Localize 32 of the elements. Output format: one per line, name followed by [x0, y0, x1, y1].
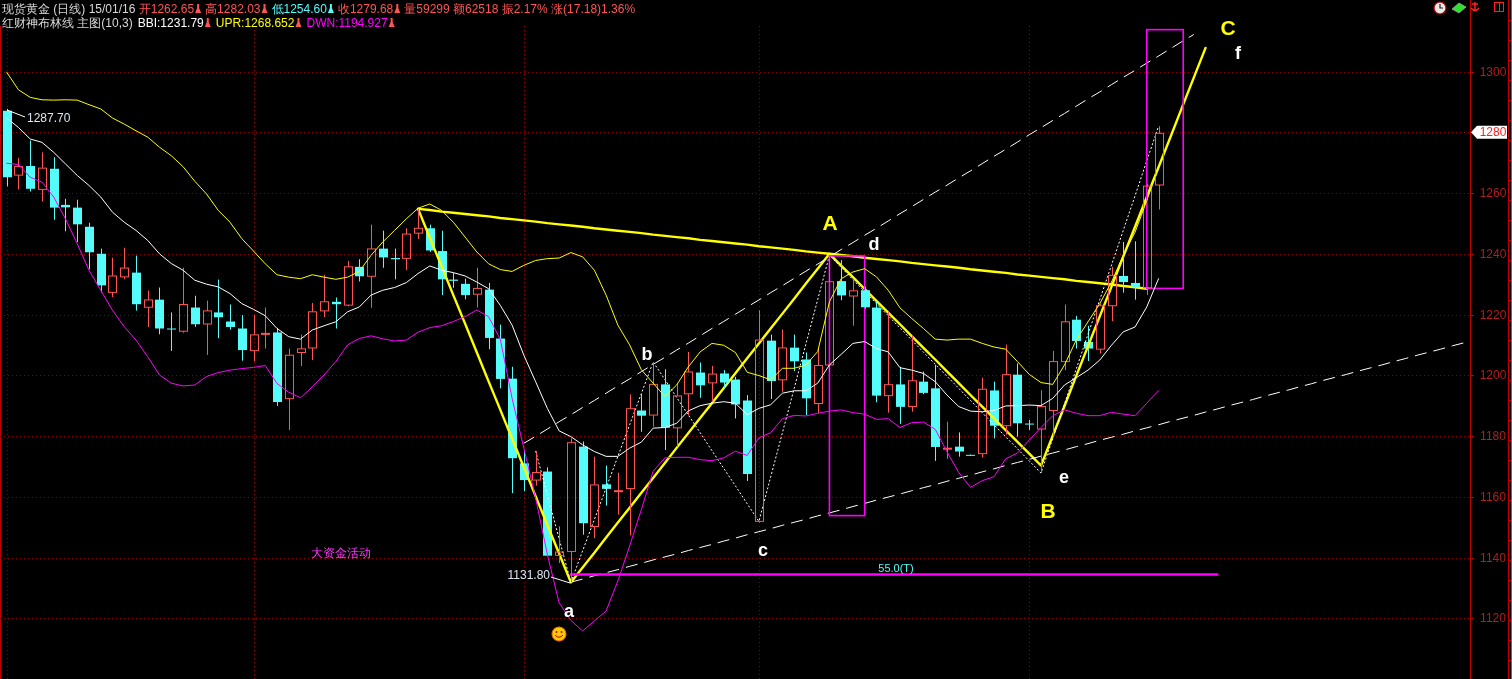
y-tick-label: 1140	[1480, 550, 1507, 565]
y-tick-label: 1160	[1480, 489, 1507, 504]
title: 收1279.68	[337, 2, 394, 16]
title: 低1254.60	[271, 2, 327, 16]
y-tick-label: 1120	[1480, 611, 1507, 626]
y-tick-label: 1280	[1479, 125, 1507, 140]
legend-entry: DWN:1194.927	[306, 16, 388, 30]
title: 现货黄金 (日线) 15/01/16 开1262.65	[2, 2, 195, 16]
legend-entry: UPR:1268.652	[215, 16, 295, 30]
y-tick-label: 1180	[1480, 429, 1507, 444]
annotation: b	[641, 344, 653, 364]
annotation: c	[757, 540, 769, 560]
annotation: a	[563, 601, 575, 621]
annotation: e	[1058, 467, 1070, 487]
y-tick-label: 1220	[1479, 307, 1507, 322]
y-tick-label: 1200	[1479, 368, 1507, 383]
legend-entry: BBI:1231.79	[137, 16, 204, 30]
annotation: B	[1040, 498, 1056, 522]
annotation: d	[868, 234, 880, 254]
annotation: A	[822, 210, 838, 234]
annotation: C	[1220, 15, 1236, 39]
subtitle: 红财神布林线 主图(10,3)	[2, 16, 133, 30]
annotation: 大资金活动	[311, 546, 371, 560]
annotation: 1131.80	[507, 568, 551, 582]
y-tick-label: 1240	[1479, 246, 1507, 261]
y-tick-label: 1260	[1479, 186, 1507, 201]
annotation: 55.0(T)	[878, 561, 914, 574]
title: 高1282.03	[205, 2, 261, 16]
title: 量59299 额62518 振2.17% 涨(17.18)1.36%	[404, 2, 636, 16]
y-tick-label: 1300	[1479, 64, 1507, 79]
annotation: f	[1235, 43, 1242, 63]
annotation: 1287.70	[27, 111, 71, 125]
